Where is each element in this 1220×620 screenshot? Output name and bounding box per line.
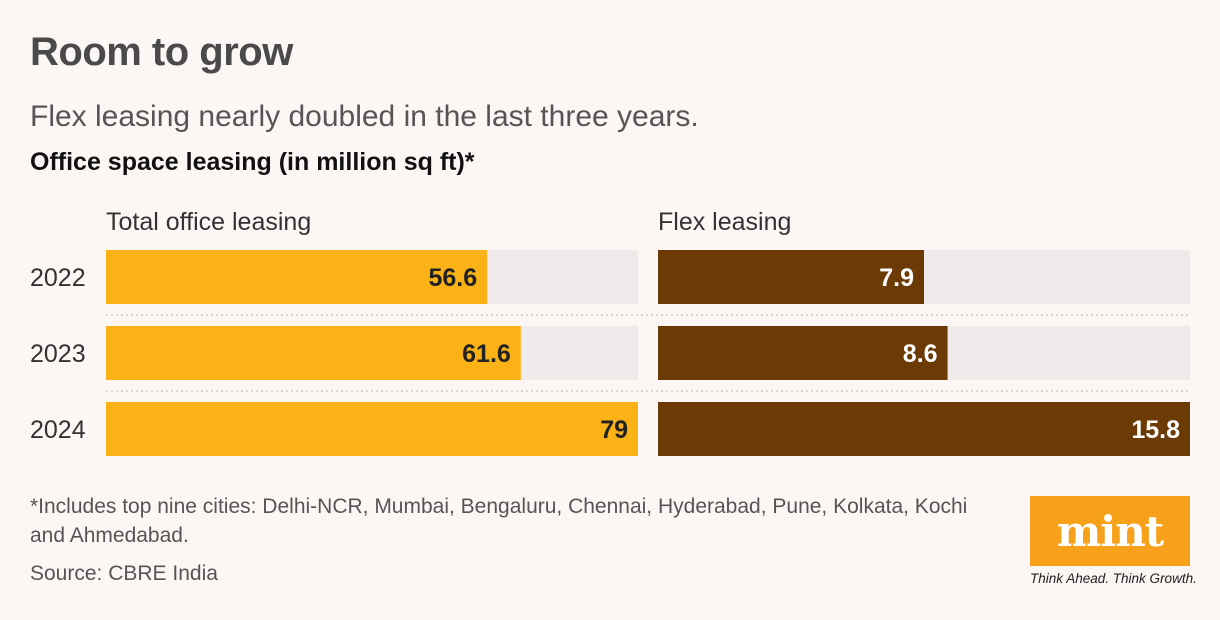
logo-tagline: Think Ahead. Think Growth. (1030, 571, 1197, 586)
data-label-flex-leasing-2023: 8.6 (903, 340, 938, 368)
data-label-flex-leasing-2022: 7.9 (879, 264, 914, 292)
data-label-total-office-leasing-2023: 61.6 (462, 340, 511, 368)
bar-flex-leasing-2024 (658, 402, 1190, 456)
bar-chart: 2022 2023 2024 Total office leasing 56.6 61.6… (30, 208, 1190, 456)
chart-subtitle: Flex leasing nearly doubled in the last … (30, 100, 699, 133)
bar-total-office-leasing-2024 (106, 402, 638, 456)
data-label-total-office-leasing-2022: 56.6 (428, 264, 477, 292)
category-label-2024: 2024 (30, 416, 86, 444)
bar-flex-leasing-2023 (658, 326, 948, 380)
chart-title: Room to grow (30, 30, 293, 74)
mint-logo: mint (1030, 496, 1190, 566)
category-label-2022: 2022 (30, 264, 86, 292)
source-note: Source: CBRE India (30, 562, 218, 585)
logo-wordmark: mint (1056, 506, 1164, 556)
footnote: *Includes top nine cities: Delhi-NCR, Mu… (30, 495, 968, 547)
panel-header-total-office-leasing: Total office leasing (106, 208, 311, 236)
data-label-flex-leasing-2024: 15.8 (1131, 416, 1180, 444)
panel-header-flex-leasing: Flex leasing (658, 208, 791, 236)
bar-total-office-leasing-2022 (106, 250, 488, 304)
chart-heading: Office space leasing (in million sq ft)* (30, 148, 475, 176)
bar-flex-leasing-2022 (658, 250, 924, 304)
bar-total-office-leasing-2023 (106, 326, 521, 380)
data-label-total-office-leasing-2024: 79 (600, 416, 628, 444)
category-label-2023: 2023 (30, 340, 86, 368)
